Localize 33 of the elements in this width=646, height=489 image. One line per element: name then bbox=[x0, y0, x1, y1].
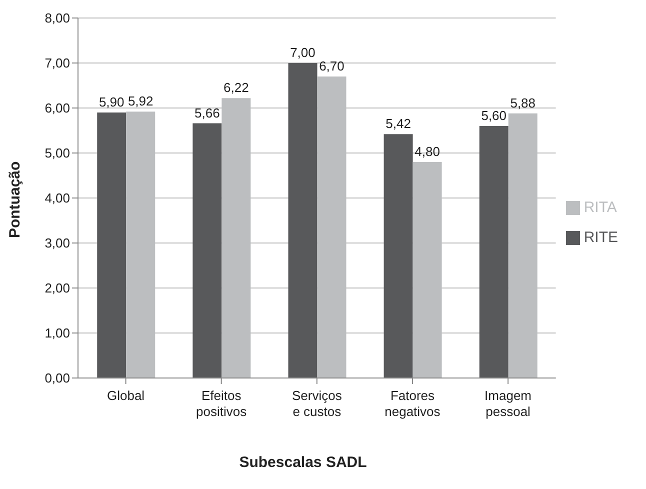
y-axis-title: Pontuação bbox=[6, 161, 24, 238]
data-label: 5,66 bbox=[194, 105, 220, 120]
data-label: 7,00 bbox=[290, 45, 316, 60]
x-tick-label: Serviços e custos bbox=[292, 388, 342, 419]
x-tick-label: Efeitos positivos bbox=[196, 388, 248, 419]
x-tick-label: Global bbox=[106, 388, 145, 403]
y-tick-label: 2,00 bbox=[44, 280, 70, 296]
data-label: 6,22 bbox=[224, 80, 249, 96]
x-axis-title: Subescalas SADL bbox=[238, 454, 368, 471]
x-tick-label: Imagem pessoal bbox=[484, 388, 532, 419]
y-tick-label: 3,00 bbox=[44, 236, 70, 251]
data-label: 5,42 bbox=[386, 116, 411, 132]
y-tick-label: 8,00 bbox=[44, 10, 70, 26]
bar bbox=[192, 123, 222, 378]
y-tick-label: 7,00 bbox=[44, 56, 70, 71]
bar bbox=[479, 126, 508, 378]
bar bbox=[384, 134, 413, 378]
legend-label: RITA bbox=[584, 199, 617, 216]
y-tick-label: 6,00 bbox=[44, 100, 70, 116]
data-label: 5,60 bbox=[481, 108, 507, 123]
y-tick-label: 0,00 bbox=[44, 370, 70, 386]
y-tick-label: 1,00 bbox=[44, 326, 70, 341]
data-label: 5,88 bbox=[510, 95, 536, 110]
x-tick-label: Fatores negativos bbox=[384, 388, 441, 419]
data-label: 5,92 bbox=[128, 94, 154, 109]
data-label: 5,90 bbox=[98, 94, 124, 110]
y-tick-label: 4,00 bbox=[44, 190, 70, 206]
legend-label: RITE bbox=[584, 229, 618, 246]
bar bbox=[288, 63, 318, 378]
bar bbox=[97, 112, 126, 378]
data-label: 6,70 bbox=[319, 58, 344, 74]
data-label: 4,80 bbox=[414, 144, 440, 159]
y-tick-label: 5,00 bbox=[44, 146, 70, 161]
